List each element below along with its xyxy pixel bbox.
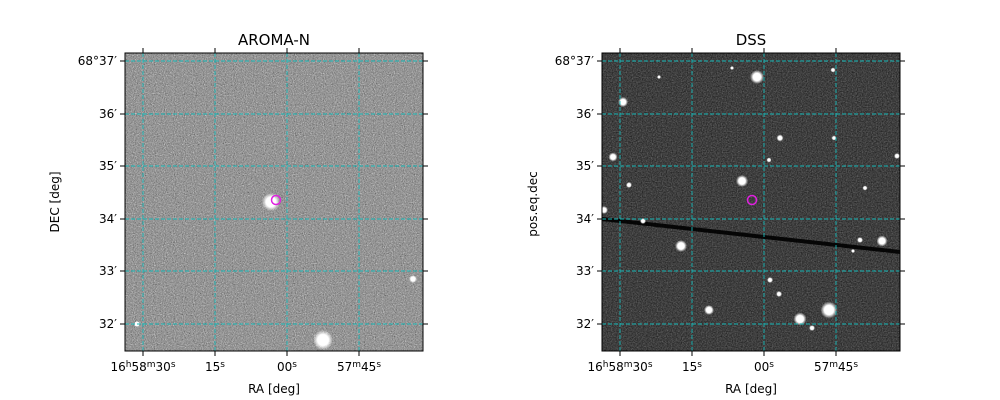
x-tick-label: 00s	[277, 360, 297, 374]
y-tick-label: 36′	[99, 107, 117, 121]
x-axis-label: RA [deg]	[725, 382, 777, 396]
coordinate-grid	[602, 53, 900, 351]
y-tick-label: 68°37′	[78, 54, 118, 68]
target-marker	[270, 194, 282, 206]
y-tick-label: 33′	[99, 264, 117, 278]
star	[675, 240, 687, 252]
panel-dss: DSS RA [deg] pos.eq.dec 16h58m30s 15s 00…	[526, 31, 905, 396]
y-tick-label: 34′	[99, 212, 117, 226]
star	[776, 134, 784, 142]
x-tick-label: 57m45s	[814, 360, 858, 374]
x-tick-label: 15s	[205, 360, 225, 374]
y-axis-label: pos.eq.dec	[526, 171, 540, 236]
y-axis-label: DEC [deg]	[48, 172, 62, 233]
x-tick-label: 15s	[682, 360, 702, 374]
star	[857, 237, 863, 243]
y-tick-label: 68°37′	[555, 54, 595, 68]
x-tick-labels: 16h58m30s 15s 00s 57m45s	[110, 360, 381, 374]
star	[766, 157, 772, 163]
aroma-image	[125, 53, 423, 351]
star	[851, 249, 855, 253]
star	[793, 312, 807, 326]
star	[657, 75, 661, 79]
y-tick-labels: 68°37′ 36′ 35′ 34′ 33′ 32′	[78, 54, 118, 331]
star	[750, 70, 764, 84]
axes-frame	[601, 52, 901, 352]
panel-title: AROMA-N	[238, 31, 310, 49]
y-tick-label: 34′	[576, 212, 594, 226]
star	[640, 218, 646, 224]
satellite-streak	[602, 217, 900, 254]
x-tick-label: 16h58m30s	[587, 360, 652, 374]
star	[767, 277, 773, 283]
star	[862, 185, 868, 191]
star	[602, 206, 608, 214]
star	[820, 301, 838, 319]
x-tick-label: 57m45s	[337, 360, 381, 374]
y-tick-labels: 68°37′ 36′ 35′ 34′ 33′ 32′	[555, 54, 595, 331]
y-tick-label: 32′	[99, 317, 117, 331]
y-tick-label: 33′	[576, 264, 594, 278]
star	[876, 235, 888, 247]
star	[736, 175, 748, 187]
ticks	[597, 48, 905, 356]
star	[313, 330, 333, 350]
y-tick-label: 35′	[99, 159, 117, 173]
coordinate-grid	[125, 53, 423, 351]
star	[618, 97, 628, 107]
dss-image	[602, 53, 900, 351]
panel-title: DSS	[736, 31, 767, 49]
x-tick-label: 00s	[754, 360, 774, 374]
star	[809, 325, 815, 331]
star	[704, 305, 714, 315]
y-tick-label: 35′	[576, 159, 594, 173]
star	[830, 67, 836, 73]
panel-aroma-n: AROMA-N RA [deg] DEC [deg] 16h58m30s 15s…	[48, 31, 428, 396]
x-tick-labels: 16h58m30s 15s 00s 57m45s	[587, 360, 858, 374]
star	[831, 135, 837, 141]
target-marker	[746, 194, 758, 206]
axes-frame	[124, 52, 424, 352]
y-tick-label: 36′	[576, 107, 594, 121]
x-axis-label: RA [deg]	[248, 382, 300, 396]
ticks	[120, 48, 428, 356]
star	[894, 153, 900, 159]
star	[262, 193, 280, 211]
x-tick-label: 16h58m30s	[110, 360, 175, 374]
star	[626, 182, 632, 188]
y-tick-label: 32′	[576, 317, 594, 331]
star	[409, 275, 417, 283]
stars	[602, 66, 900, 331]
star	[776, 291, 782, 297]
star	[608, 152, 618, 162]
star	[730, 66, 734, 70]
